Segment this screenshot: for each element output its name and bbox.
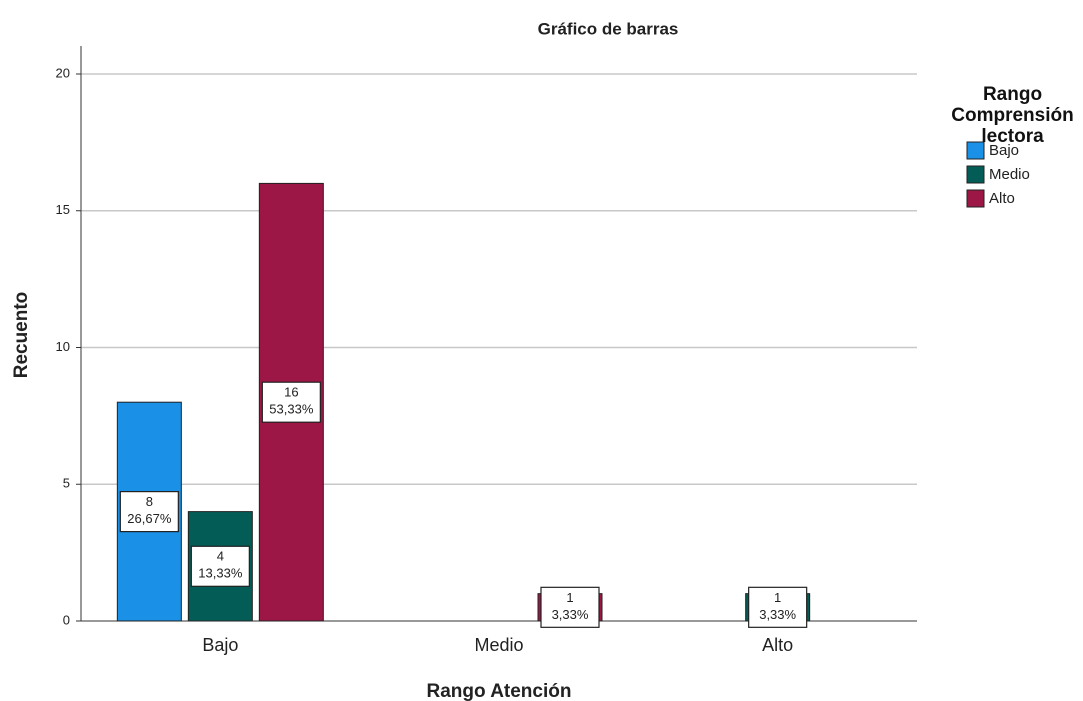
data-label-percent: 53,33%	[269, 402, 314, 417]
data-label-percent: 3,33%	[759, 607, 796, 622]
y-tick-label: 15	[56, 202, 70, 217]
x-tick-label: Medio	[474, 635, 523, 655]
legend-label: Medio	[989, 166, 1030, 183]
legend-label: Bajo	[989, 142, 1019, 159]
data-label-box	[119, 491, 179, 533]
data-label-box	[540, 586, 600, 628]
x-tick-label: Alto	[762, 635, 793, 655]
chart-title: Gráfico de barras	[538, 19, 679, 38]
legend-swatch	[966, 165, 985, 184]
data-label: 4	[217, 549, 224, 564]
data-label: 1	[566, 590, 573, 605]
y-axis-label: Recuento	[11, 292, 32, 379]
data-label-box	[190, 545, 250, 587]
data-label-box	[261, 381, 321, 423]
y-tick-label: 20	[56, 65, 70, 80]
data-label: 1	[774, 590, 781, 605]
data-label: 16	[284, 385, 298, 400]
data-label-percent: 13,33%	[198, 566, 243, 581]
legend-label: Alto	[989, 190, 1015, 207]
legend-swatch	[966, 141, 985, 160]
y-tick-label: 0	[63, 612, 70, 627]
x-tick-label: Bajo	[202, 635, 238, 655]
data-label-percent: 3,33%	[552, 607, 589, 622]
data-label-percent: 26,67%	[127, 511, 172, 526]
data-label: 8	[146, 494, 153, 509]
y-tick-label: 10	[56, 339, 70, 354]
y-tick-label: 5	[63, 476, 70, 491]
legend-title: Rango Comprensión lectora	[951, 84, 1074, 147]
x-axis-label: Rango Atención	[427, 681, 572, 701]
data-label-box	[748, 586, 808, 628]
legend-swatch	[966, 189, 985, 208]
